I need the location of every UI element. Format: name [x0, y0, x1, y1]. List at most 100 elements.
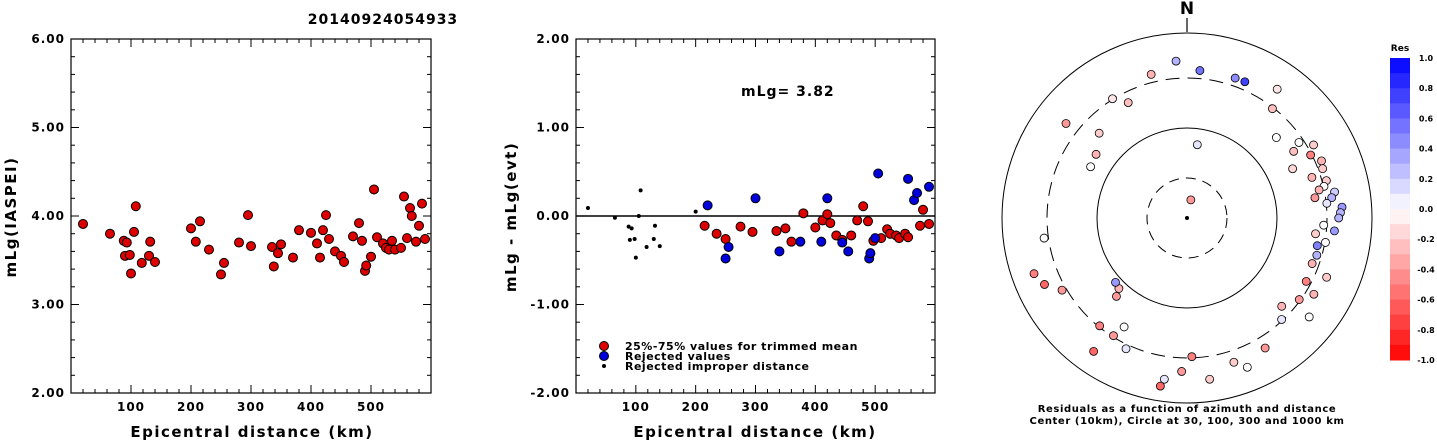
- y-tick-label: -1.00: [530, 298, 570, 312]
- station-point: [1229, 357, 1239, 367]
- data-point: [129, 226, 139, 237]
- data-point: [136, 257, 147, 268]
- x-axis-label: Epicentral distance (km): [633, 423, 876, 441]
- data-point: [121, 237, 132, 248]
- data-point: [693, 209, 698, 214]
- data-point: [414, 220, 424, 231]
- y-tick-label: 3.00: [31, 298, 65, 312]
- colorbar-swatch: [1390, 269, 1410, 285]
- y-axis-label: mLg(IASPEI): [2, 157, 20, 278]
- station-point: [1294, 138, 1304, 147]
- data-point: [417, 198, 427, 209]
- station-point: [1186, 195, 1196, 205]
- data-point: [306, 227, 316, 238]
- data-point: [837, 237, 848, 248]
- station-point: [1146, 69, 1156, 79]
- data-point: [774, 246, 785, 257]
- colorbar-swatch: [1390, 299, 1410, 316]
- x-tick-label: 500: [861, 400, 889, 414]
- station-point: [1155, 381, 1165, 391]
- colorbar-label: 1.0: [1419, 54, 1434, 63]
- data-point: [396, 242, 406, 253]
- data-point: [354, 218, 364, 229]
- y-tick-label: 0.00: [536, 209, 570, 223]
- station-point: [1327, 193, 1337, 203]
- data-point: [369, 184, 379, 195]
- colorbar-label: 0.8: [1419, 84, 1434, 93]
- y-tick-label: -2.00: [530, 386, 570, 400]
- data-point: [627, 237, 632, 242]
- station-point: [1330, 226, 1339, 236]
- data-point: [585, 206, 590, 211]
- colorbar-swatch: [1390, 118, 1410, 134]
- colorbar-swatch: [1390, 73, 1410, 89]
- data-point: [816, 236, 827, 247]
- data-point: [105, 228, 115, 239]
- y-axis-label: mLg - mLg(evt): [502, 142, 520, 292]
- station-point: [1177, 367, 1187, 376]
- x-tick-label: 500: [357, 400, 385, 414]
- data-point: [858, 201, 869, 212]
- x-tick-label: 300: [741, 400, 769, 414]
- colorbar: Res 1.0 0.8 0.6 0.4 0.2 0.0 -0.2 -0.4 -0.6 -0.8 -1…: [1390, 44, 1435, 365]
- colorbar-swatch: [1390, 329, 1410, 346]
- data-point: [124, 249, 135, 260]
- colorbar-swatch: [1390, 344, 1410, 361]
- legend-marker-rejected: [599, 351, 609, 361]
- colorbar-label: -1.0: [1417, 356, 1435, 365]
- data-point: [348, 231, 358, 242]
- data-point: [735, 221, 746, 232]
- colorbar-label: -0.8: [1417, 326, 1435, 335]
- station-point: [1334, 213, 1344, 223]
- data-point: [699, 220, 710, 231]
- station-point: [1109, 331, 1118, 341]
- data-point: [702, 200, 713, 211]
- station-point: [1119, 322, 1129, 332]
- data-point: [195, 216, 205, 227]
- colorbar-swatch: [1390, 239, 1410, 255]
- station-point: [1260, 343, 1270, 353]
- station-point: [1089, 346, 1099, 356]
- data-point: [312, 238, 322, 249]
- station-point: [1192, 140, 1202, 150]
- data-point: [723, 241, 734, 252]
- station-point: [1095, 321, 1105, 331]
- panel-polar: N Residuals as a function of azimuth and…: [1001, 0, 1373, 427]
- station-point: [1039, 233, 1049, 243]
- station-point: [1289, 146, 1299, 156]
- station-point: [1307, 173, 1317, 182]
- data-point: [720, 253, 731, 264]
- station-point: [1317, 156, 1326, 166]
- colorbar-swatch: [1390, 178, 1410, 195]
- station-point: [1310, 193, 1320, 203]
- data-point: [903, 173, 914, 184]
- y-tick-label: 6.00: [31, 32, 65, 46]
- station-point: [1112, 291, 1121, 301]
- data-point: [825, 218, 836, 229]
- station-point: [1307, 259, 1317, 268]
- data-point: [216, 269, 226, 280]
- station-point: [1171, 56, 1181, 66]
- ring-100km: [1096, 127, 1278, 309]
- station-point: [1121, 344, 1131, 354]
- colorbar-swatch: [1390, 163, 1410, 180]
- panel-mlg-iaspei: 100 200 300 400 500 2.00 3.00 4.00 5.00 6.00 mLg(…: [2, 32, 432, 441]
- figure-title: 20140924054933: [308, 12, 458, 28]
- station-point: [1322, 272, 1332, 282]
- colorbar-title: Res: [1391, 44, 1409, 54]
- station-point: [1108, 94, 1117, 104]
- data-point: [366, 251, 376, 262]
- data-point: [145, 236, 156, 247]
- x-tick-label: 100: [117, 400, 145, 414]
- legend-label-trimmed: 25%-75% values for trimmed mean: [625, 340, 858, 353]
- legend-marker-improper: [602, 364, 606, 368]
- colorbar-swatch: [1390, 209, 1410, 225]
- data-point: [638, 188, 643, 193]
- data-point: [144, 250, 154, 261]
- station-point: [1277, 301, 1287, 311]
- station-point: [1306, 150, 1316, 160]
- station-point: [1271, 133, 1281, 142]
- data-point: [405, 203, 415, 214]
- data-point: [843, 246, 854, 257]
- station-point: [1159, 374, 1169, 384]
